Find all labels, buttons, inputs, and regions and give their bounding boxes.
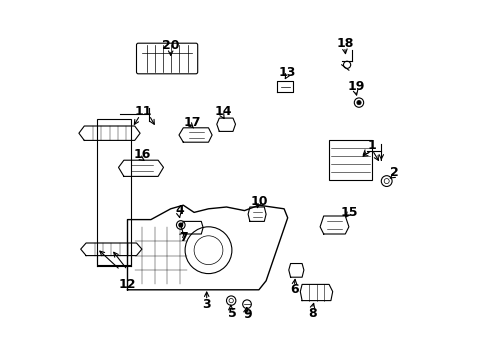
Text: 8: 8 [308, 307, 317, 320]
Text: 19: 19 [346, 80, 364, 93]
Text: 17: 17 [183, 116, 201, 129]
Text: 14: 14 [214, 105, 231, 118]
Text: 20: 20 [162, 39, 179, 51]
Text: 6: 6 [290, 283, 299, 296]
Text: 13: 13 [279, 66, 296, 78]
Text: 4: 4 [175, 204, 183, 217]
Text: 11: 11 [135, 105, 152, 118]
Text: 10: 10 [250, 195, 267, 208]
Text: 1: 1 [367, 139, 376, 152]
Text: 16: 16 [133, 148, 150, 161]
Text: 9: 9 [244, 309, 252, 321]
Text: 18: 18 [336, 37, 353, 50]
Bar [97, 119, 131, 265]
Text: 5: 5 [227, 307, 236, 320]
Text: 12: 12 [119, 278, 136, 291]
Circle shape [179, 223, 182, 227]
Circle shape [356, 100, 361, 105]
Text: 2: 2 [389, 166, 397, 179]
Bar [328, 140, 371, 180]
Text: 7: 7 [179, 231, 187, 244]
Text: 3: 3 [202, 298, 211, 311]
Text: 15: 15 [340, 206, 357, 219]
